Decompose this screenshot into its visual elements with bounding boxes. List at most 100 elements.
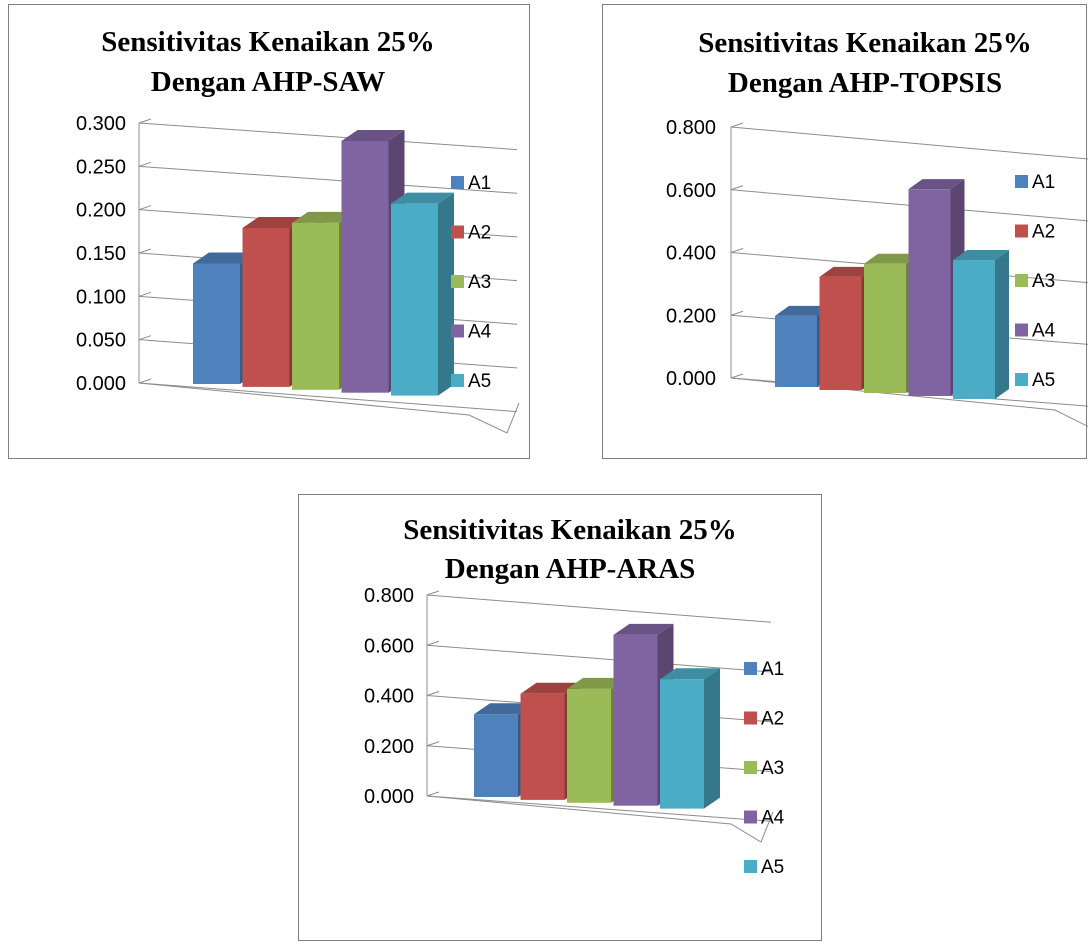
legend-label-A4: A4: [1032, 321, 1056, 342]
legend-label-A2: A2: [1032, 222, 1055, 243]
tick-mark: [138, 291, 152, 297]
y-tick-label: 0.000: [666, 368, 716, 390]
legend-label-A5: A5: [761, 857, 784, 878]
y-tick-label: 0.200: [76, 200, 126, 222]
chart-title-line: Sensitivitas Kenaikan 25%: [403, 514, 737, 546]
y-tick-label: 0.400: [666, 243, 716, 265]
legend-label-A3: A3: [468, 272, 491, 293]
bar-front: [908, 189, 951, 396]
bar-front: [391, 203, 438, 396]
tick-mark: [426, 741, 440, 747]
chart-saw: Sensitivitas Kenaikan 25% Dengan AHP-SAW 0…: [76, 26, 520, 434]
y-tick-label: 0.250: [76, 156, 126, 178]
tick-mark: [730, 310, 744, 316]
legend-label-A2: A2: [761, 709, 784, 730]
tick-mark: [426, 640, 440, 646]
legend-swatch-A2: [744, 711, 757, 725]
tick-mark: [730, 248, 744, 253]
y-tick-label: 0.150: [76, 243, 126, 265]
tick-mark: [730, 185, 744, 191]
bar-side: [438, 192, 454, 396]
legend-label-A1: A1: [1032, 172, 1055, 193]
bar-A5: [660, 668, 720, 809]
legend-label-A4: A4: [761, 808, 785, 829]
legend-swatch-A3: [1015, 274, 1028, 287]
legend-swatch-A2: [451, 225, 464, 239]
bar-top: [474, 703, 534, 715]
floor: [426, 795, 774, 843]
tick-mark: [426, 590, 440, 596]
chart-title-line: Sensitivitas Kenaikan 25%: [101, 26, 435, 58]
y-tick-label: 0.050: [76, 330, 126, 352]
bar-top: [864, 253, 920, 264]
tick-mark: [138, 205, 152, 211]
bar-front: [242, 228, 290, 387]
gridline: [426, 795, 772, 822]
floor: [138, 382, 520, 434]
chart-title-line: Sensitivitas Kenaikan 25%: [698, 27, 1032, 59]
y-tick-label: 0.000: [364, 786, 414, 808]
legend-swatch-A5: [1015, 373, 1028, 386]
bar-side: [704, 668, 720, 809]
gridline: [426, 594, 772, 623]
bar-top: [341, 129, 405, 141]
legend-swatch-A5: [744, 860, 757, 873]
y-tick-label: 0.300: [76, 113, 126, 135]
bar-top: [775, 305, 831, 316]
legend-swatch-A3: [451, 275, 464, 288]
legend-swatch-A2: [1015, 224, 1028, 238]
legend-label-A5: A5: [468, 371, 491, 392]
legend-label-A4: A4: [468, 322, 492, 343]
bar-front: [567, 688, 611, 803]
y-tick-label: 0.200: [666, 305, 716, 327]
bar-A5: [953, 250, 1009, 399]
legend-swatch-A4: [744, 810, 757, 824]
bar-top: [953, 250, 1009, 261]
bar-front: [520, 693, 565, 800]
legend-swatch-A1: [1015, 175, 1028, 188]
chart-title-line: Dengan AHP-ARAS: [445, 553, 696, 585]
tick-mark: [138, 161, 152, 167]
bar-top: [819, 266, 876, 277]
y-tick-label: 0.800: [364, 585, 414, 607]
bar-top: [520, 682, 581, 694]
chart-title-line: Dengan AHP-TOPSIS: [728, 67, 1002, 99]
bar-side: [995, 250, 1009, 399]
legend-swatch-A4: [451, 324, 464, 338]
legend-swatch-A3: [744, 761, 757, 774]
bar-front: [474, 714, 518, 797]
y-tick-label: 0.100: [76, 286, 126, 308]
legend-swatch-A1: [744, 662, 757, 675]
y-tick-label: 0.800: [666, 117, 716, 139]
tick-mark: [730, 122, 744, 128]
bar-front: [864, 263, 906, 393]
chart-panel-saw: Sensitivitas Kenaikan 25% Dengan AHP-SAW 0…: [8, 4, 530, 459]
chart-aras: Sensitivitas Kenaikan 25% Dengan AHP-ARAS…: [364, 514, 785, 878]
bar-front: [660, 679, 704, 809]
legend-label-A1: A1: [468, 173, 491, 194]
tick-mark: [426, 791, 440, 797]
legend-label-A3: A3: [761, 758, 784, 779]
chart-title-line: Dengan AHP-SAW: [151, 66, 385, 98]
legend-swatch-A1: [451, 176, 464, 189]
y-tick-label: 0.400: [364, 686, 414, 708]
chart-panel-aras: Sensitivitas Kenaikan 25% Dengan AHP-ARAS…: [298, 494, 822, 941]
gridline: [138, 122, 518, 151]
gridline: [138, 382, 518, 413]
bar-A5: [391, 192, 454, 396]
bar-front: [193, 263, 240, 384]
y-tick-label: 0.600: [364, 635, 414, 657]
y-tick-label: 0.000: [76, 373, 126, 395]
bar-top: [391, 192, 454, 204]
legend-label-A1: A1: [761, 659, 784, 680]
bar-front: [341, 140, 389, 393]
bar-top: [908, 179, 965, 190]
chart-panel-topsis: Sensitivitas Kenaikan 25% Dengan AHP-TOPS…: [602, 4, 1088, 459]
bar-front: [292, 222, 339, 390]
tick-mark: [138, 118, 152, 124]
legend-swatch-A4: [1015, 323, 1028, 337]
bar-top: [193, 252, 256, 264]
y-tick-label: 0.200: [364, 736, 414, 758]
bar-top: [242, 217, 306, 229]
y-tick-label: 0.600: [666, 180, 716, 202]
